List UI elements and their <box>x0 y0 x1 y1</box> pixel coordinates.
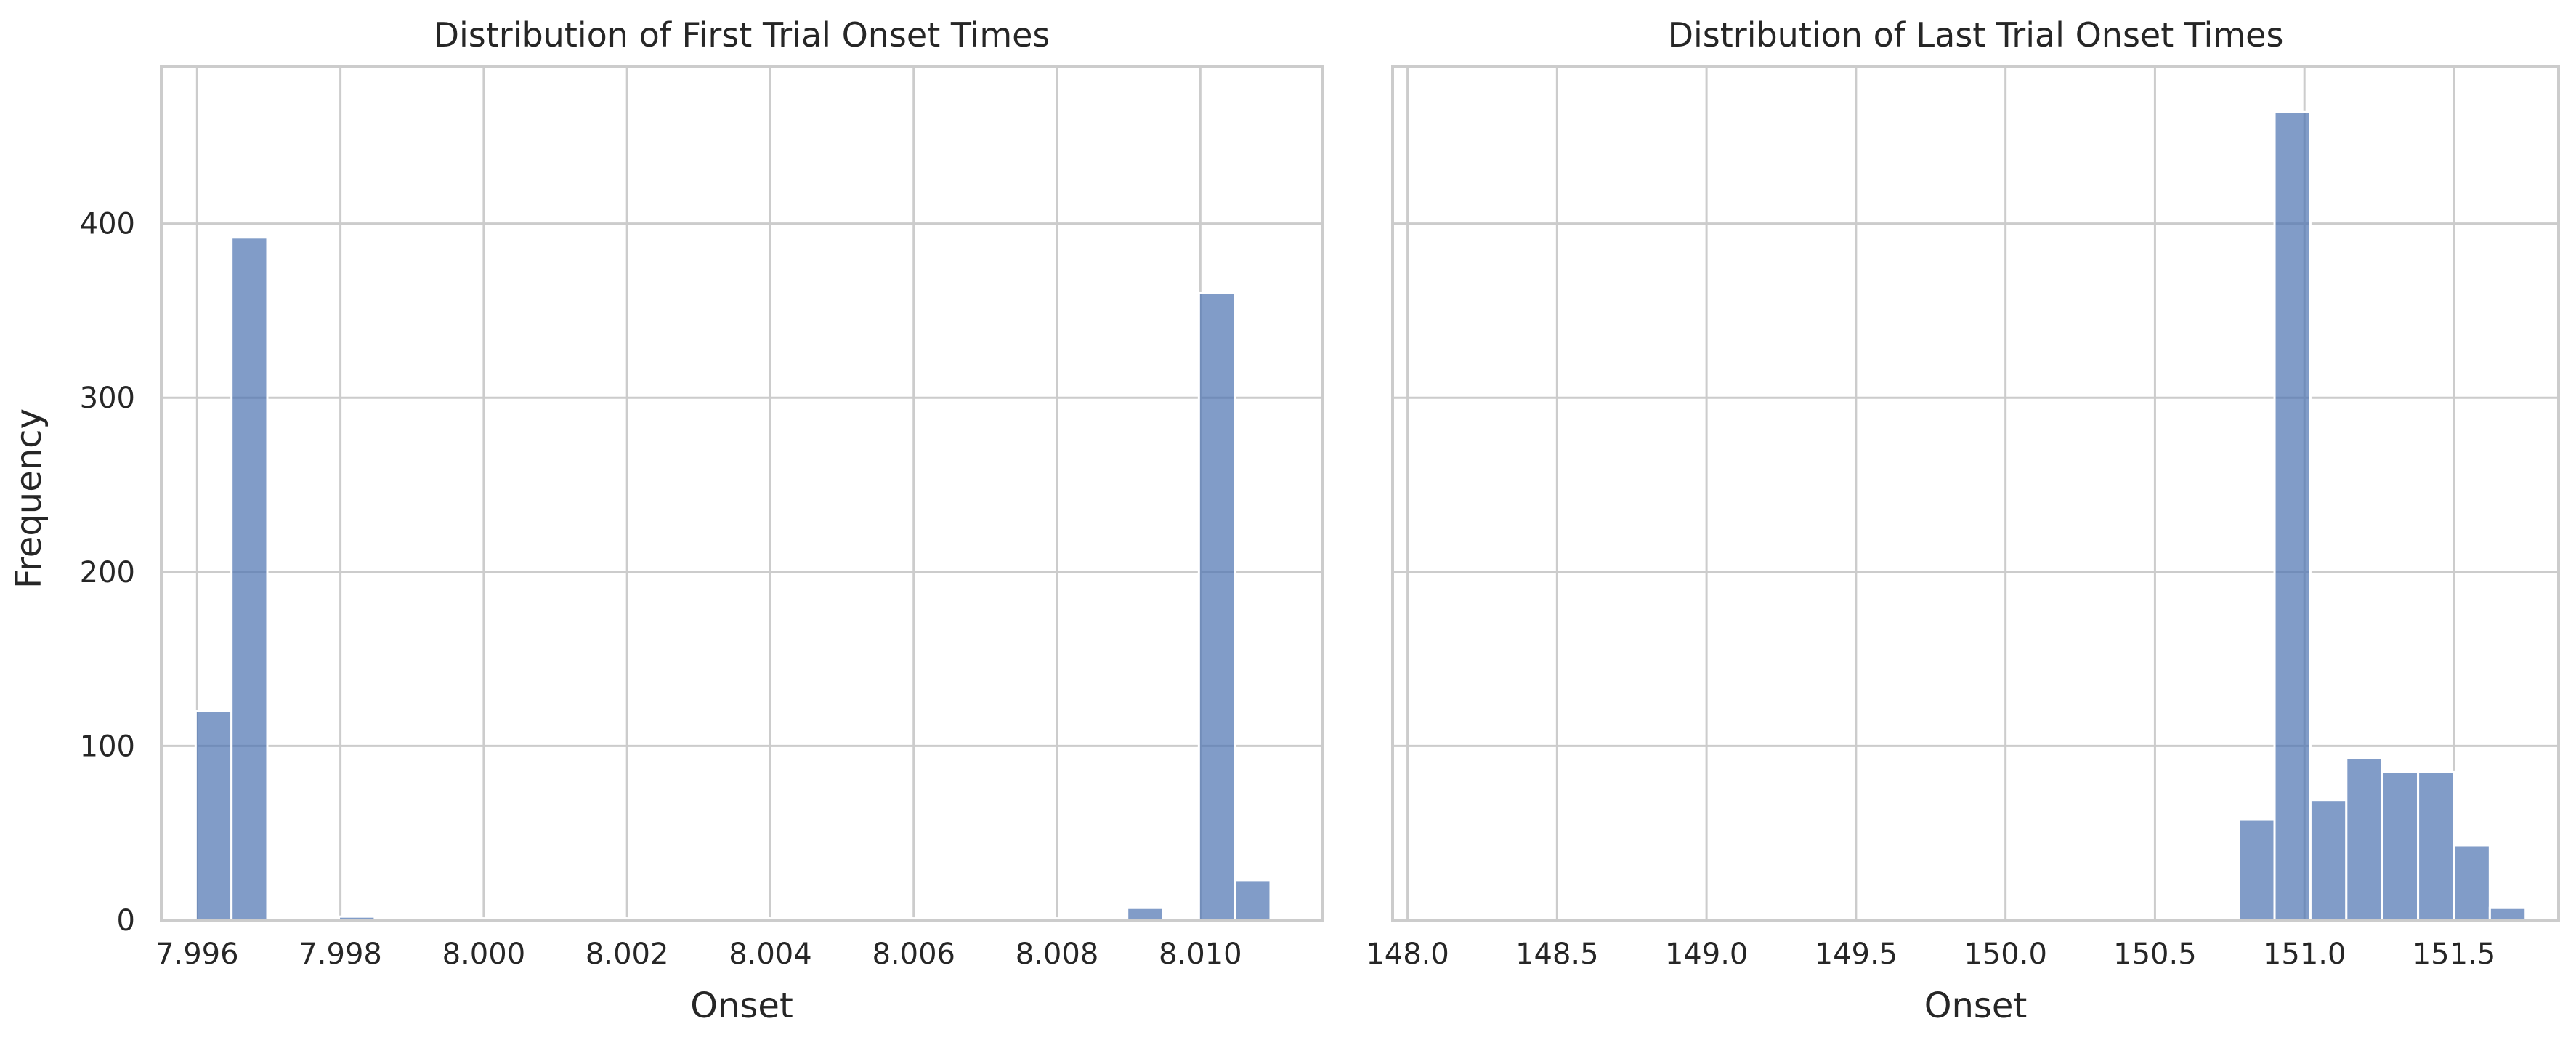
y-tick-label: 200 <box>80 556 135 589</box>
histogram-bar <box>194 709 233 922</box>
x-tick-label: 151.0 <box>2263 938 2346 971</box>
x-axis-label: Onset <box>1924 985 2028 1026</box>
x-tick-label: 148.5 <box>1515 938 1599 971</box>
x-tick-label: 8.010 <box>1159 938 1242 971</box>
histogram-bar <box>2453 844 2491 922</box>
x-tick-label: 7.996 <box>155 938 239 971</box>
last-trial-onset-histogram: 148.0 148.5 149.0 149.5 150.0 150.5 151.0 151.5… <box>1366 15 2560 1026</box>
histogram-bar <box>2488 906 2527 922</box>
histogram-bar <box>1197 291 1236 922</box>
y-axis-label: Frequency <box>9 408 49 589</box>
histogram-bar <box>2417 770 2455 922</box>
axes-frame <box>160 65 1324 922</box>
x-tick-label: 8.006 <box>872 938 955 971</box>
x-tick-label: 150.0 <box>1964 938 2047 971</box>
histogram-bar <box>230 236 269 922</box>
x-tick-label: 8.008 <box>1016 938 1099 971</box>
x-tick-label: 149.5 <box>1815 938 1898 971</box>
histogram-bar <box>2237 818 2276 922</box>
x-tick-label: 150.5 <box>2113 938 2197 971</box>
y-tick-label: 100 <box>80 730 135 763</box>
y-tick-label: 300 <box>80 382 135 415</box>
x-tick-label: 151.5 <box>2413 938 2496 971</box>
y-tick-label: 400 <box>80 208 135 241</box>
chart-title: Distribution of Last Trial Onset Times <box>1668 15 2284 55</box>
x-axis-label: Onset <box>690 985 793 1026</box>
first-trial-onset-histogram: 7.996 7.998 8.000 8.002 8.004 8.006 8.008 8.010… <box>80 15 1324 1026</box>
x-tick-label: 148.0 <box>1366 938 1449 971</box>
y-tick-label: 0 <box>117 904 135 938</box>
chart-title: Distribution of First Trial Onset Times <box>434 15 1050 55</box>
x-tick-label: 149.0 <box>1665 938 1749 971</box>
x-tick-label: 8.000 <box>442 938 526 971</box>
histogram-bar <box>2273 110 2312 922</box>
x-tick-label: 7.998 <box>299 938 382 971</box>
histogram-bar <box>2309 799 2348 922</box>
plot-area <box>161 67 1322 920</box>
histogram-bar <box>1234 879 1272 922</box>
x-tick-label: 8.002 <box>586 938 669 971</box>
histogram-bar <box>1126 906 1165 922</box>
x-tick-label: 8.004 <box>729 938 812 971</box>
histogram-bar <box>2381 770 2420 922</box>
histogram-bar <box>2345 757 2383 922</box>
axes-frame <box>1391 65 2560 922</box>
